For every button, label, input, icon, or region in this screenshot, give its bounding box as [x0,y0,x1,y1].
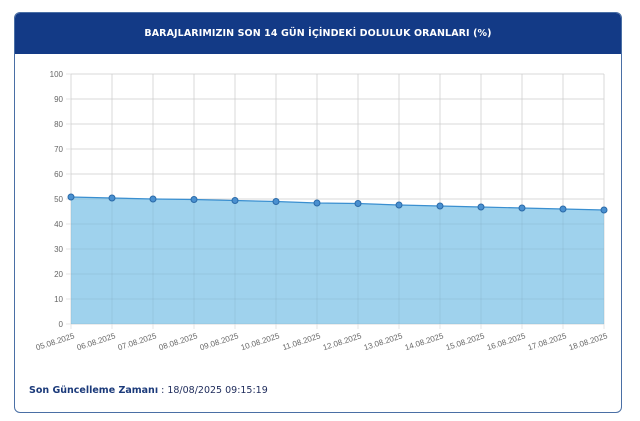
y-tick-label: 100 [50,70,64,79]
y-tick-label: 0 [59,320,64,329]
x-tick-label: 13.08.2025 [363,331,404,352]
y-tick-label: 30 [54,245,63,254]
x-tick-label: 11.08.2025 [281,331,322,352]
x-tick-label: 15.08.2025 [445,331,486,352]
x-tick-label: 17.08.2025 [527,331,568,352]
data-point [436,202,444,210]
last-update-separator: : [158,385,168,396]
data-point [559,205,567,213]
x-tick-label: 10.08.2025 [240,331,281,352]
last-update: Son Güncelleme Zamanı : 18/08/2025 09:15… [29,385,268,396]
y-tick-label: 40 [54,220,63,229]
y-tick-label: 80 [54,120,63,129]
y-tick-label: 90 [54,95,63,104]
y-tick-label: 70 [54,145,63,154]
data-point [354,200,362,207]
x-tick-label: 06.08.2025 [76,331,117,352]
data-point [600,206,608,214]
x-tick-label: 12.08.2025 [322,331,363,352]
y-tick-label: 50 [54,195,63,204]
x-tick-label: 14.08.2025 [404,331,445,352]
last-update-label: Son Güncelleme Zamanı [29,385,159,396]
data-point [190,196,198,203]
chart-title: BARAJLARIMIZIN SON 14 GÜN İÇİNDEKİ DOLUL… [144,28,492,39]
x-tick-label: 16.08.2025 [486,331,527,352]
data-point [108,194,116,202]
y-tick-label: 10 [54,295,63,304]
chart-card: BARAJLARIMIZIN SON 14 GÜN İÇİNDEKİ DOLUL… [14,12,622,413]
data-point [477,203,485,211]
data-point [272,198,280,205]
y-tick-label: 20 [54,270,63,279]
data-point [149,195,157,203]
x-tick-label: 07.08.2025 [117,331,158,352]
data-point [395,201,403,209]
area-chart: 0 10 20 30 40 50 60 70 80 90 100 05.08.2025 06.08.20… [35,70,609,352]
data-point [313,199,321,207]
last-update-value: 18/08/2025 09:15:19 [167,385,268,396]
data-point [231,197,239,204]
x-tick-label: 09.08.2025 [199,331,240,352]
y-tick-label: 60 [54,170,63,179]
data-point [518,204,526,212]
data-line [70,196,605,211]
area-fill [71,197,604,324]
x-tick-label: 08.08.2025 [158,331,199,352]
x-tick-label: 18.08.2025 [568,331,609,352]
chart-header: BARAJLARIMIZIN SON 14 GÜN İÇİNDEKİ DOLUL… [15,13,621,54]
chart-area: 0 10 20 30 40 50 60 70 80 90 100 05.08.2025 06.08.20… [15,54,621,354]
x-tick-label: 05.08.2025 [35,331,76,352]
data-point [67,193,75,201]
